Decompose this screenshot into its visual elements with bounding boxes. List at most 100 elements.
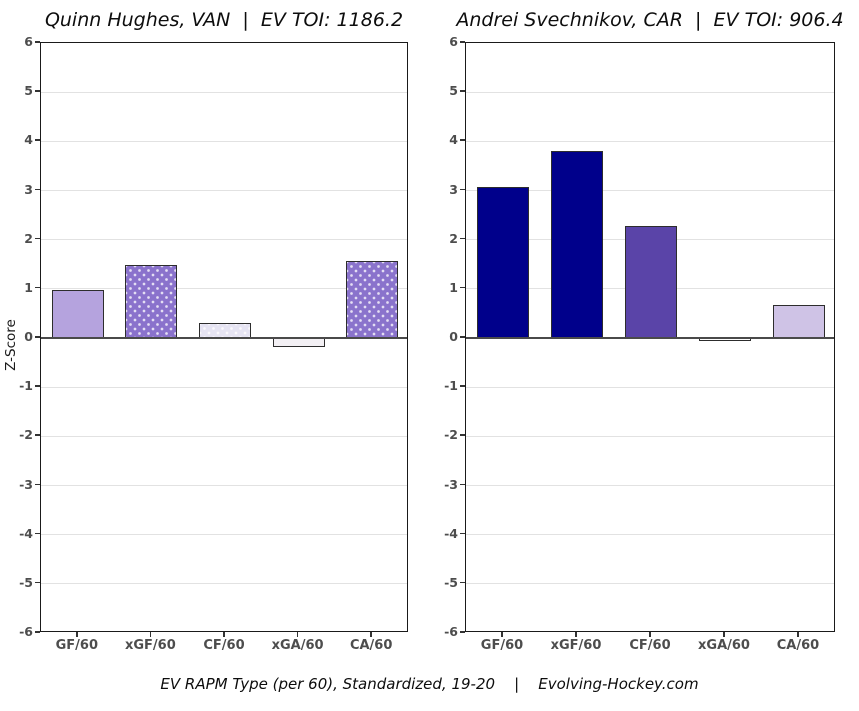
- y-tick: [35, 581, 40, 584]
- y-tick: [460, 483, 465, 486]
- y-tick-label: 1: [24, 279, 33, 295]
- y-tick-label: 4: [24, 132, 33, 148]
- y-tick: [35, 139, 40, 141]
- y-tick: [35, 286, 40, 289]
- y-tick-label: -6: [444, 624, 458, 639]
- y-tick-label: 3: [24, 181, 33, 197]
- gridline: [466, 435, 834, 437]
- x-tick: [501, 632, 503, 637]
- y-tick: [35, 385, 40, 387]
- y-tick: [35, 631, 40, 633]
- y-tick: [35, 532, 40, 535]
- gridline: [41, 288, 407, 290]
- x-tick: [649, 632, 651, 637]
- gridline: [41, 91, 407, 93]
- y-tick-label: -3: [444, 476, 458, 492]
- y-tick-label: -1: [444, 378, 458, 394]
- x-axis-label-CF/60: CF/60: [629, 638, 671, 653]
- x-tick: [723, 632, 725, 637]
- gridline: [41, 386, 407, 388]
- plot-panel-right: [465, 42, 835, 632]
- gridline: [466, 485, 834, 486]
- bar-CA/60: [346, 260, 399, 338]
- x-axis-label-xGF/60: xGF/60: [125, 638, 176, 653]
- x-tick: [797, 632, 799, 637]
- x-axis-label-GF/60: GF/60: [55, 638, 98, 653]
- gridline: [466, 140, 834, 142]
- plot-panel-left: [40, 42, 408, 632]
- gridline: [41, 190, 407, 191]
- y-tick: [35, 434, 40, 436]
- x-tick: [223, 632, 225, 637]
- y-tick: [460, 90, 465, 92]
- y-tick-label: 5: [24, 83, 33, 99]
- x-axis-label-xGF/60: xGF/60: [550, 638, 602, 653]
- zero-line: [41, 337, 407, 339]
- y-tick-label: 6: [24, 34, 33, 49]
- y-tick: [460, 188, 465, 191]
- y-tick-label: -4: [444, 525, 458, 541]
- gridline: [41, 534, 407, 536]
- chart-caption: EV RAPM Type (per 60), Standardized, 19-…: [160, 675, 699, 693]
- y-tick: [460, 631, 465, 633]
- gridline: [41, 435, 407, 437]
- bar-GF/60: [477, 187, 529, 338]
- y-tick-label: 4: [449, 132, 458, 148]
- y-tick-label: -6: [19, 624, 33, 639]
- y-tick: [460, 434, 465, 436]
- y-tick: [35, 483, 40, 486]
- bar-GF/60: [51, 290, 104, 338]
- gridline: [466, 91, 834, 93]
- y-tick: [460, 385, 465, 387]
- y-tick-label: -1: [19, 378, 33, 394]
- x-tick: [296, 632, 299, 637]
- gridline: [41, 583, 407, 585]
- x-tick: [370, 632, 372, 637]
- x-axis-label-CA/60: CA/60: [776, 638, 820, 653]
- bar-xGF/60: [551, 151, 603, 338]
- bar-CF/60: [199, 322, 251, 338]
- y-tick-label: -2: [19, 427, 33, 443]
- facet-title-left: Quinn Hughes, VAN | EV TOI: 1186.2: [44, 9, 404, 31]
- y-tick-label: 3: [449, 181, 458, 197]
- y-tick: [460, 336, 465, 338]
- y-tick-label: 6: [449, 34, 458, 49]
- gridline: [466, 534, 834, 536]
- y-tick-label: -3: [19, 476, 33, 492]
- zero-line: [466, 337, 834, 339]
- y-tick-label: 5: [449, 83, 458, 99]
- gridline: [466, 386, 834, 388]
- x-tick: [149, 632, 152, 637]
- x-axis-label-xGA/60: xGA/60: [698, 638, 750, 653]
- y-axis-title: Z-Score: [3, 319, 19, 371]
- gridline: [466, 583, 834, 585]
- bar-xGF/60: [125, 265, 178, 338]
- y-tick-label: 1: [449, 279, 458, 295]
- bar-CF/60: [625, 225, 677, 338]
- facet-title-right: Andrei Svechnikov, CAR | EV TOI: 906.4: [456, 9, 844, 31]
- x-tick: [575, 632, 577, 637]
- y-tick: [35, 90, 40, 92]
- bar-xGA/60: [272, 338, 325, 347]
- y-tick-label: -5: [19, 574, 33, 590]
- y-tick: [35, 336, 40, 338]
- y-tick-label: -5: [444, 574, 458, 590]
- gridline: [41, 140, 407, 142]
- y-tick: [460, 41, 465, 43]
- x-axis-label-CA/60: CA/60: [349, 638, 393, 653]
- y-tick-label: 0: [449, 329, 458, 344]
- y-tick: [35, 188, 40, 191]
- y-tick-label: -2: [444, 427, 458, 443]
- y-tick: [460, 139, 465, 141]
- y-tick: [460, 237, 465, 240]
- gridline: [41, 485, 407, 486]
- y-tick: [460, 286, 465, 289]
- y-tick-label: 0: [24, 329, 33, 344]
- y-tick-label: -4: [19, 525, 33, 541]
- y-tick: [35, 41, 40, 43]
- bar-CA/60: [773, 304, 825, 338]
- x-axis-label-xGA/60: xGA/60: [271, 638, 324, 653]
- y-tick: [460, 532, 465, 535]
- gridline: [466, 190, 834, 191]
